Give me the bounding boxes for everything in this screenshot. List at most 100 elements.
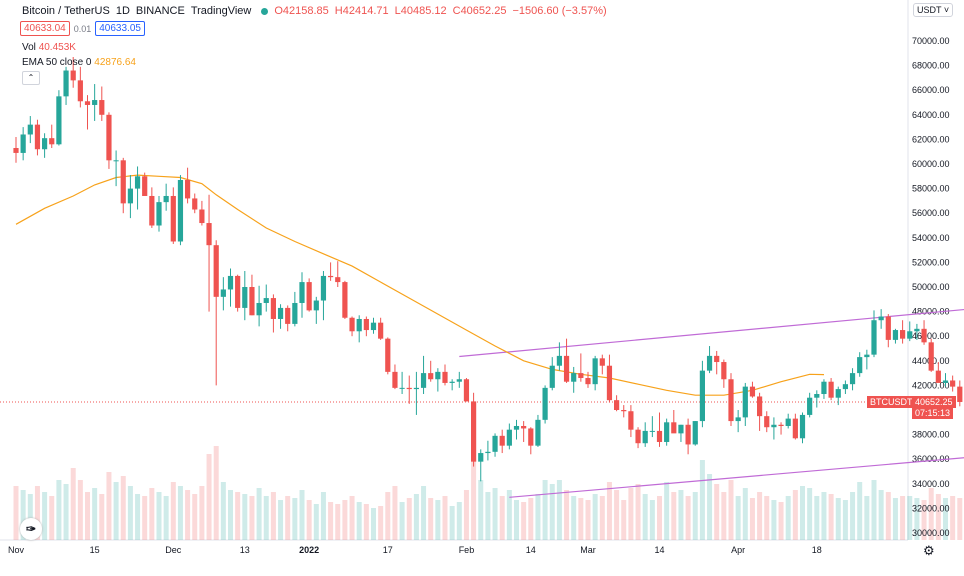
- volume-bar: [413, 494, 419, 540]
- volume-bar: [371, 508, 376, 540]
- candle-body: [342, 282, 348, 318]
- trade-panel: 40633.04 0.01 40633.05: [20, 21, 145, 36]
- volume-bar: [535, 494, 541, 540]
- volume-label: Vol: [22, 42, 36, 53]
- candle-body: [256, 302, 262, 316]
- candle-body: [513, 425, 520, 430]
- candle-body: [170, 195, 176, 242]
- volume-bar: [63, 484, 69, 540]
- volume-bar: [842, 500, 848, 540]
- volume-bar: [449, 506, 455, 540]
- candle-body: [771, 424, 777, 428]
- candle-body: [706, 355, 713, 371]
- volume-bar: [857, 482, 863, 540]
- y-tick-label: 70000.00: [912, 36, 950, 46]
- candle-body: [385, 338, 391, 372]
- volume-bar: [485, 492, 491, 540]
- volume-bar: [864, 496, 870, 540]
- candle-body: [134, 176, 141, 189]
- y-tick-label: 42000.00: [912, 380, 950, 390]
- candle-body: [478, 453, 484, 462]
- volume-bar: [785, 496, 791, 540]
- volume-bar: [621, 500, 627, 540]
- candle-body: [120, 160, 126, 204]
- candle-body: [628, 411, 634, 430]
- candle-body: [192, 198, 198, 210]
- candle-body: [528, 428, 534, 446]
- volume-bar: [921, 500, 927, 540]
- volume-bar: [814, 496, 820, 540]
- candle-body: [335, 277, 341, 283]
- y-tick-label: 66000.00: [912, 85, 950, 95]
- volume-bar: [206, 454, 212, 540]
- ema-indicator[interactable]: EMA 50 close 0 42876.64: [22, 57, 136, 68]
- interval-label[interactable]: 1D: [115, 5, 130, 17]
- candle-body: [492, 435, 498, 452]
- chevron-up-icon[interactable]: ⌃: [22, 71, 40, 85]
- volume-bar: [135, 494, 141, 540]
- volume-bar: [77, 480, 83, 540]
- volume-bar: [199, 486, 205, 540]
- volume-bar: [299, 490, 305, 540]
- ohlc-high: H42414.71: [334, 5, 389, 17]
- volume-bar: [749, 498, 755, 540]
- volume-indicator[interactable]: Vol 40.453K: [22, 42, 76, 53]
- volume-bar: [578, 498, 584, 540]
- sell-button[interactable]: 40633.04: [20, 21, 70, 36]
- exchange-label: BINANCE: [135, 5, 185, 17]
- candle-body: [27, 124, 33, 135]
- candle-body: [49, 138, 55, 145]
- candle-body: [792, 418, 798, 439]
- candle-body: [220, 289, 226, 297]
- volume-bar: [406, 498, 412, 540]
- candle-body: [757, 396, 763, 417]
- volume-bar: [885, 492, 891, 540]
- y-tick-label: 50000.00: [912, 282, 950, 292]
- volume-bar: [556, 480, 562, 540]
- volume-bar: [807, 488, 813, 540]
- candle-body: [70, 70, 76, 81]
- volume-bar: [163, 496, 169, 540]
- candle-body: [549, 365, 555, 388]
- market-status-icon: [261, 7, 269, 15]
- last-price-tag: 40652.25: [912, 395, 956, 408]
- candle-body: [563, 355, 570, 382]
- volume-bar: [528, 498, 534, 540]
- volume-bar: [113, 482, 119, 540]
- candle-body: [950, 380, 956, 387]
- volume-bar: [42, 492, 48, 540]
- candle-body: [313, 300, 319, 311]
- gear-icon[interactable]: ⚙: [923, 543, 935, 558]
- candle-body: [406, 387, 412, 390]
- volume-bar: [428, 498, 434, 540]
- candle-body: [678, 424, 684, 434]
- currency-selector[interactable]: USDT ˅: [913, 3, 954, 17]
- y-tick-label: 62000.00: [912, 134, 950, 144]
- volume-bar: [678, 490, 684, 540]
- spread-value: 0.01: [73, 23, 92, 34]
- volume-bar: [85, 492, 90, 540]
- volume-bar: [792, 490, 798, 540]
- volume-bar: [385, 492, 391, 540]
- tradingview-logo-icon[interactable]: ✑: [20, 518, 42, 540]
- symbol-name[interactable]: Bitcoin / TetherUS: [22, 5, 110, 17]
- y-tick-label: 58000.00: [912, 184, 950, 194]
- volume-bar: [628, 488, 634, 540]
- candle-body: [914, 328, 920, 332]
- volume-bar: [914, 498, 920, 540]
- buy-button[interactable]: 40633.05: [95, 21, 145, 36]
- volume-bar: [478, 480, 484, 540]
- x-tick-label: 14: [654, 545, 664, 555]
- volume-bar: [692, 492, 698, 540]
- candle-body: [92, 100, 98, 105]
- candle-body: [370, 322, 377, 331]
- candle-body: [849, 373, 856, 385]
- volume-bar: [900, 496, 906, 540]
- candle-body: [156, 202, 162, 226]
- countdown-value: 07:15:13: [915, 407, 951, 418]
- volume-bar: [635, 484, 641, 540]
- volume-bar: [213, 446, 219, 540]
- volume-bar: [850, 492, 856, 540]
- candle-body: [599, 358, 605, 366]
